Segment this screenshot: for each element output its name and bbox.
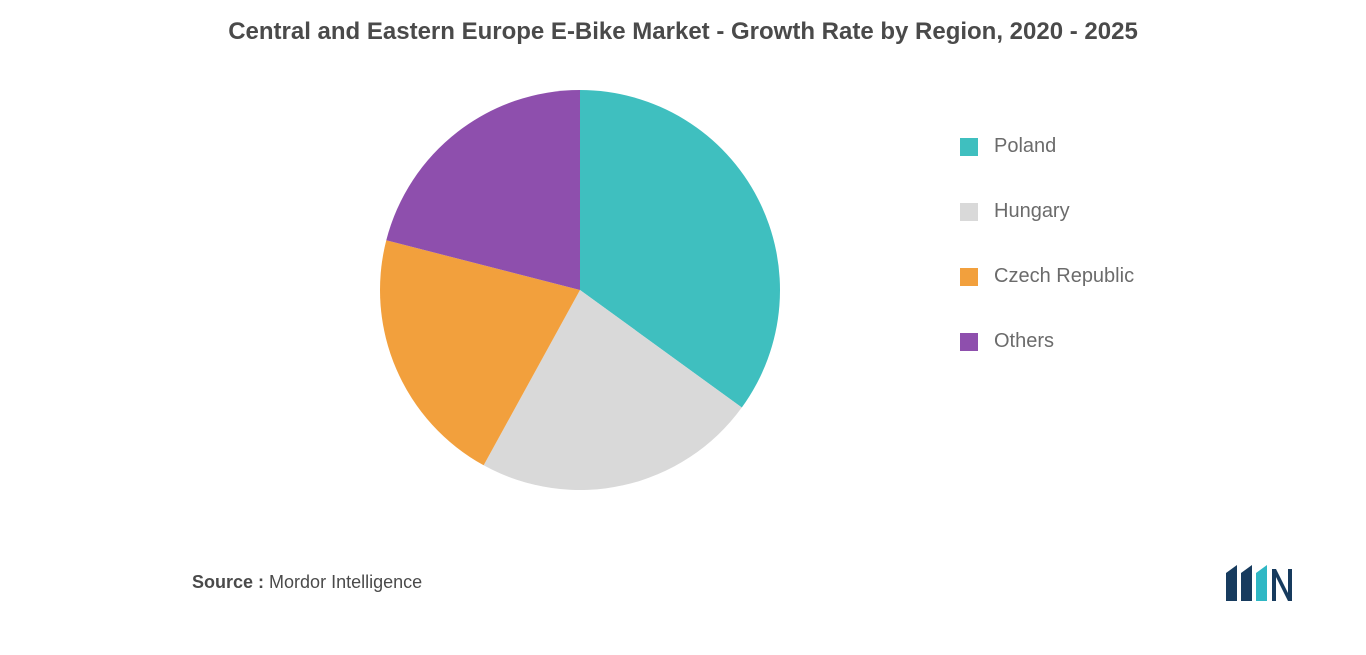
source-prefix: Source : (192, 572, 264, 592)
chart-title: Central and Eastern Europe E-Bike Market… (0, 18, 1366, 46)
legend-swatch (960, 138, 978, 156)
legend-item-poland: Poland (960, 135, 1134, 158)
legend-label: Others (994, 330, 1054, 353)
pie-svg (370, 80, 790, 500)
legend: Poland Hungary Czech Republic Others (960, 135, 1134, 353)
legend-swatch (960, 333, 978, 351)
legend-item-czech-republic: Czech Republic (960, 265, 1134, 288)
legend-item-hungary: Hungary (960, 200, 1134, 223)
brand-logo-svg (1224, 563, 1296, 607)
legend-label: Hungary (994, 200, 1070, 223)
chart-container: Central and Eastern Europe E-Bike Market… (0, 0, 1366, 655)
source-line: Source : Mordor Intelligence (192, 572, 422, 593)
legend-label: Czech Republic (994, 265, 1134, 288)
source-text: Mordor Intelligence (269, 572, 422, 592)
legend-swatch (960, 203, 978, 221)
legend-swatch (960, 268, 978, 286)
legend-item-others: Others (960, 330, 1134, 353)
legend-label: Poland (994, 135, 1056, 158)
pie-chart (370, 80, 790, 500)
brand-logo (1224, 563, 1296, 607)
